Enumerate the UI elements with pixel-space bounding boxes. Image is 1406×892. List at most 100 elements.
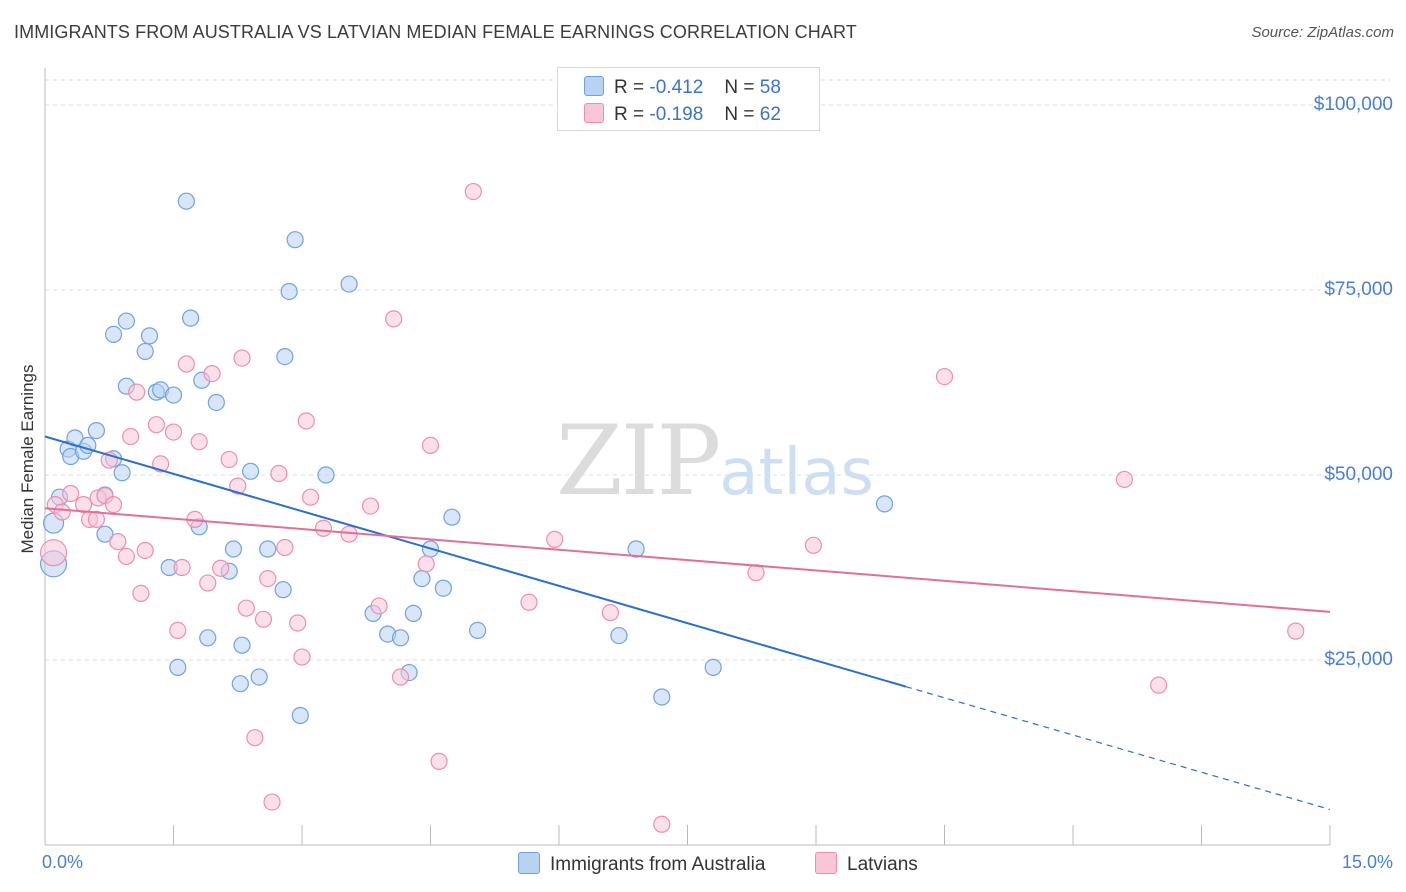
data-point: [128, 383, 146, 401]
data-point: [391, 668, 410, 686]
y-axis-label: Median Female Earnings: [18, 364, 37, 554]
y-tick-label: $75,000: [1324, 279, 1393, 300]
trend-lines: [44, 435, 1331, 811]
legend-n-value-latvians: 62: [759, 104, 781, 125]
data-point: [177, 192, 195, 210]
data-point: [231, 675, 249, 693]
data-point: [237, 599, 255, 617]
series-australia-points: [39, 192, 894, 725]
legend-r-label: R =: [614, 77, 645, 98]
data-point: [169, 621, 187, 640]
data-point: [653, 815, 671, 833]
data-point: [317, 466, 335, 484]
data-point: [199, 574, 217, 592]
data-point: [190, 433, 208, 451]
data-point: [136, 541, 154, 560]
data-point: [39, 539, 68, 567]
data-point: [132, 584, 150, 603]
legend-r-value-latvians: -0.198: [649, 104, 704, 125]
data-point: [104, 496, 123, 514]
y-tick-label: $25,000: [1324, 649, 1393, 670]
data-point: [259, 569, 277, 588]
data-point: [286, 231, 304, 249]
data-point: [242, 462, 260, 480]
data-point: [274, 581, 292, 599]
legend-n-label: N =: [724, 104, 755, 125]
data-point: [301, 488, 320, 506]
data-point: [289, 614, 307, 632]
y-tick-label: $50,000: [1324, 464, 1393, 485]
data-point: [370, 597, 388, 615]
data-point: [169, 658, 187, 677]
bottom-legend-label-latvians: Latvians: [847, 854, 918, 875]
legend-swatch-latvians: [584, 103, 604, 123]
data-point: [314, 519, 333, 537]
legend-r-label: R =: [614, 104, 645, 125]
grid-lines: [45, 79, 1390, 661]
data-point: [1115, 470, 1134, 489]
data-point: [164, 386, 183, 404]
data-point: [361, 497, 380, 515]
data-point: [96, 525, 114, 543]
data-point: [113, 464, 131, 482]
legend-row-australia: R = -0.412 N = 58: [584, 76, 781, 98]
data-point: [140, 327, 159, 345]
legend-n-label: N =: [724, 77, 755, 98]
bottom-legend-swatch-latvians: [815, 852, 837, 874]
data-point: [250, 668, 268, 686]
data-point: [520, 593, 538, 611]
data-point: [297, 412, 315, 430]
bottom-legend-latvians: Latvians: [815, 852, 918, 876]
data-point: [87, 510, 106, 529]
legend: R = -0.412 N = 58 R = -0.198 N = 62: [557, 67, 820, 131]
data-point: [164, 423, 183, 441]
data-point: [443, 508, 461, 526]
trend-line-australia: [44, 435, 907, 688]
data-point: [109, 532, 127, 551]
legend-swatch-australia: [584, 76, 604, 96]
x-tick-label-min: 0.0%: [42, 852, 84, 872]
data-point: [117, 547, 135, 566]
trend-line-latvians: [44, 507, 1331, 613]
data-point: [280, 282, 298, 301]
bottom-legend-label-australia: Immigrants from Australia: [550, 854, 766, 875]
data-point: [1287, 622, 1305, 640]
source-label: Source: ZipAtlas.com: [1251, 24, 1394, 41]
data-point: [340, 275, 358, 293]
data-point: [417, 555, 435, 573]
data-point: [391, 629, 410, 647]
watermark-zip: ZIP: [556, 405, 721, 517]
axes: [44, 68, 1331, 846]
trend-line-australia-extrapolated: [905, 686, 1331, 811]
data-point: [413, 569, 431, 588]
legend-row-latvians: R = -0.198 N = 62: [584, 103, 781, 125]
data-point: [233, 349, 251, 367]
data-point: [270, 464, 288, 483]
data-point: [62, 484, 80, 503]
data-point: [122, 427, 140, 446]
data-point: [173, 558, 191, 577]
data-point: [804, 536, 823, 554]
series-latvians-points: [39, 182, 1305, 833]
data-point: [203, 365, 221, 383]
data-point: [293, 648, 311, 666]
data-point: [704, 658, 722, 677]
data-point: [233, 636, 251, 654]
legend-n-value-australia: 58: [759, 77, 781, 98]
data-point: [276, 538, 294, 557]
data-point: [53, 503, 71, 521]
data-point: [207, 393, 225, 412]
data-point: [220, 450, 238, 469]
data-point: [254, 610, 273, 628]
data-point: [87, 422, 106, 440]
y-tick-label: $100,000: [1313, 94, 1393, 115]
data-point: [469, 621, 487, 640]
data-point: [601, 604, 620, 622]
legend-r-value-australia: -0.412: [649, 77, 704, 98]
x-tick-label-max: 15.0%: [1341, 852, 1393, 872]
data-point: [224, 540, 243, 558]
data-point: [147, 416, 165, 434]
data-point: [229, 477, 247, 495]
chart-title: IMMIGRANTS FROM AUSTRALIA VS LATVIAN MED…: [14, 22, 857, 42]
